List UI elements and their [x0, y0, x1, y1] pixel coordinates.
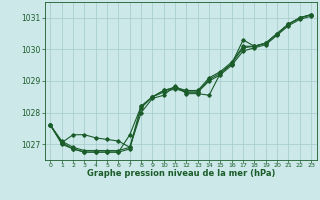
X-axis label: Graphe pression niveau de la mer (hPa): Graphe pression niveau de la mer (hPa) — [87, 169, 275, 178]
